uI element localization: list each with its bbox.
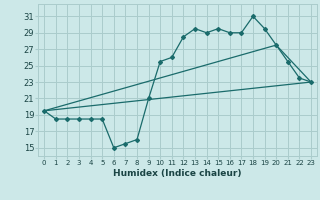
X-axis label: Humidex (Indice chaleur): Humidex (Indice chaleur): [113, 169, 242, 178]
